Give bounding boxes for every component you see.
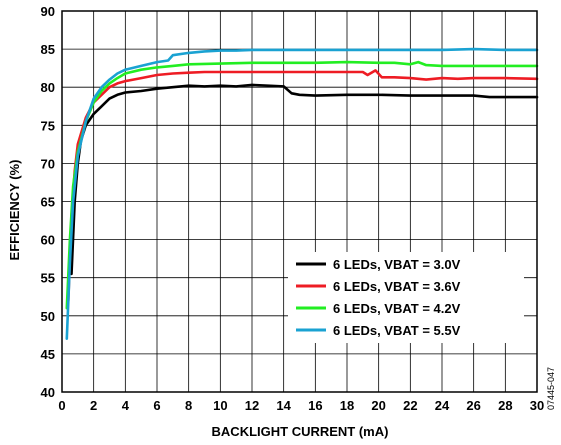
y-tick-label: 75 [41, 118, 55, 133]
x-tick-labels: 0 2 4 6 8 10 12 14 16 18 20 22 24 26 28 30 [58, 398, 544, 413]
y-tick-label: 90 [41, 4, 55, 19]
x-tick-label: 26 [466, 398, 480, 413]
x-tick-label: 6 [153, 398, 160, 413]
x-tick-label: 24 [435, 398, 450, 413]
y-tick-label: 40 [41, 385, 55, 400]
y-tick-label: 45 [41, 347, 55, 362]
x-tick-label: 14 [276, 398, 291, 413]
x-tick-label: 8 [185, 398, 192, 413]
figure-id: 07445-047 [546, 367, 556, 410]
x-tick-label: 22 [403, 398, 417, 413]
plot-frame [61, 10, 538, 393]
y-tick-label: 55 [41, 271, 55, 286]
x-tick-label: 12 [245, 398, 259, 413]
y-tick-label: 60 [41, 233, 55, 248]
series-lines [65, 47, 539, 340]
x-tick-label: 10 [213, 398, 227, 413]
legend-label: 6 LEDs, VBAT = 4.2V [333, 301, 461, 316]
legend-box [288, 252, 524, 343]
x-tick-label: 4 [122, 398, 130, 413]
y-tick-label: 80 [41, 80, 55, 95]
legend: 6 LEDs, VBAT = 3.0V 6 LEDs, VBAT = 3.6V 6 … [288, 252, 524, 343]
y-tick-label: 65 [41, 195, 55, 210]
x-tick-label: 28 [498, 398, 512, 413]
x-tick-label: 20 [371, 398, 385, 413]
legend-label: 6 LEDs, VBAT = 3.6V [333, 279, 461, 294]
series-line [70, 83, 539, 276]
x-tick-label: 2 [90, 398, 97, 413]
y-tick-label: 85 [41, 42, 55, 57]
x-tick-label: 16 [308, 398, 322, 413]
y-tick-label: 70 [41, 156, 55, 171]
y-axis-title: EFFICIENCY (%) [7, 160, 22, 261]
legend-label: 6 LEDs, VBAT = 3.0V [333, 257, 461, 272]
x-tick-label: 30 [530, 398, 544, 413]
y-tick-labels: 40 45 50 55 60 65 70 75 80 85 90 [41, 4, 55, 400]
x-axis-title: BACKLIGHT CURRENT (mA) [212, 424, 389, 439]
x-tick-label: 0 [58, 398, 65, 413]
y-tick-label: 50 [41, 309, 55, 324]
x-tick-label: 18 [340, 398, 354, 413]
series-line [65, 47, 539, 340]
legend-label: 6 LEDs, VBAT = 5.5V [333, 323, 461, 338]
